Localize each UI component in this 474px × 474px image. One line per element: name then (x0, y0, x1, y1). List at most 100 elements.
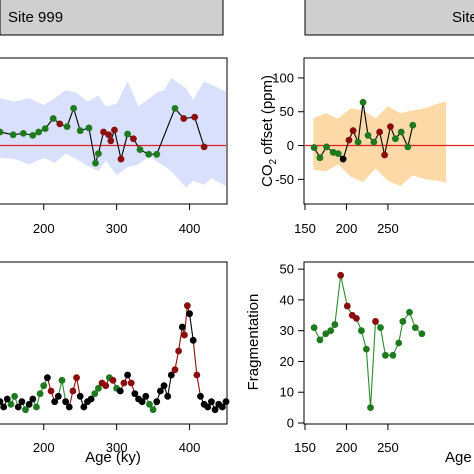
ylabel-sub: 2 (268, 158, 279, 164)
data-point (323, 143, 330, 151)
data-point (349, 127, 357, 135)
series-segment (178, 326, 183, 352)
data-point (153, 150, 161, 158)
series-segment (120, 133, 129, 160)
data-point (362, 345, 370, 353)
series-segment (97, 131, 105, 154)
data-point (339, 155, 347, 163)
data-point (18, 398, 26, 406)
data-point (117, 155, 125, 163)
data-point (127, 379, 135, 387)
data-point (404, 143, 412, 151)
data-point (222, 398, 230, 406)
data-point (337, 271, 345, 279)
data-point (156, 387, 164, 395)
series-segment (156, 108, 176, 155)
data-point (357, 327, 365, 335)
series-segment (379, 327, 386, 356)
x-tick-label: 200 (33, 221, 55, 236)
data-point (36, 390, 44, 398)
series-segment (113, 129, 122, 160)
data-point (331, 321, 339, 328)
data-point (381, 151, 389, 159)
xlabel-bottom-right: Age (445, 449, 472, 466)
x-tick-label: 300 (106, 221, 128, 236)
data-point (197, 392, 204, 400)
x-tick-label: 300 (106, 440, 128, 455)
data-point (70, 104, 78, 112)
data-point (25, 400, 33, 408)
data-point (409, 121, 417, 129)
data-point (131, 390, 139, 398)
panel-top-right: CO2 offset (ppm) 150 200 250 -50 0 50 100 (259, 57, 474, 236)
ylabel-rest: offset (ppm) (259, 75, 276, 159)
data-point (372, 318, 379, 325)
data-point (120, 379, 128, 387)
data-point (0, 398, 4, 406)
y-tick-label: 0 (287, 138, 294, 153)
data-point (343, 302, 351, 310)
series-segment (61, 380, 67, 402)
data-point (146, 400, 153, 408)
data-point (377, 324, 384, 332)
data-point (145, 150, 153, 158)
panel-bottom-right: Fragmentation Age 150 200 250 0 10 20 30 40 50 (245, 261, 474, 466)
data-point (171, 366, 179, 374)
data-point (43, 374, 51, 382)
y-tick-label: 0 (287, 416, 294, 431)
data-point (189, 336, 197, 344)
data-point (69, 387, 77, 395)
data-point (389, 351, 397, 359)
data-point (186, 310, 193, 318)
x-tick-label: 150 (294, 221, 316, 236)
series-segment (88, 127, 97, 164)
data-point (364, 131, 372, 139)
data-point (107, 137, 115, 145)
data-point (204, 403, 212, 411)
plot-frame-bottom-right (303, 261, 474, 425)
data-point (100, 128, 107, 136)
data-point (418, 330, 426, 338)
data-point (73, 374, 80, 382)
data-point (105, 131, 113, 139)
data-point (180, 115, 188, 122)
plot-body-bottom-left (0, 302, 230, 414)
data-point (65, 403, 73, 411)
data-point (327, 327, 335, 335)
panel-bottom-left: Age (ky) 200 300 400 (0, 261, 230, 466)
data-point (193, 371, 201, 379)
data-point (33, 403, 40, 411)
series-segment (196, 374, 202, 397)
data-point (87, 395, 95, 403)
plot-frame-top-right (303, 57, 474, 205)
data-point (14, 403, 22, 411)
ylabel-main: CO (259, 164, 276, 187)
data-point (175, 347, 183, 355)
data-point (0, 128, 4, 136)
data-point (376, 128, 384, 136)
series-segment (407, 125, 414, 148)
data-point (200, 143, 208, 151)
data-point (9, 131, 17, 139)
data-point (395, 339, 403, 347)
data-point (211, 406, 219, 414)
plot-body-bottom-right (310, 271, 426, 412)
series-segment (334, 275, 342, 325)
plot-frame-bottom-left (0, 261, 228, 425)
data-point (167, 371, 175, 379)
y-tick-label: 40 (280, 292, 294, 307)
y-tick-label: 10 (280, 385, 294, 400)
data-point (130, 135, 137, 143)
strip-label-site999: Site 999 (8, 9, 63, 26)
x-tick-label: 400 (179, 221, 201, 236)
data-point (359, 98, 367, 106)
data-point (406, 308, 413, 316)
x-tick-label: 250 (377, 221, 399, 236)
plot-frame-top-left (0, 57, 228, 205)
y-tick-label: 50 (280, 262, 294, 277)
data-point (322, 330, 330, 338)
x-tick-label: 250 (377, 440, 399, 455)
x-tick-label: 200 (33, 440, 55, 455)
strip-site-right: Site (304, 0, 474, 36)
